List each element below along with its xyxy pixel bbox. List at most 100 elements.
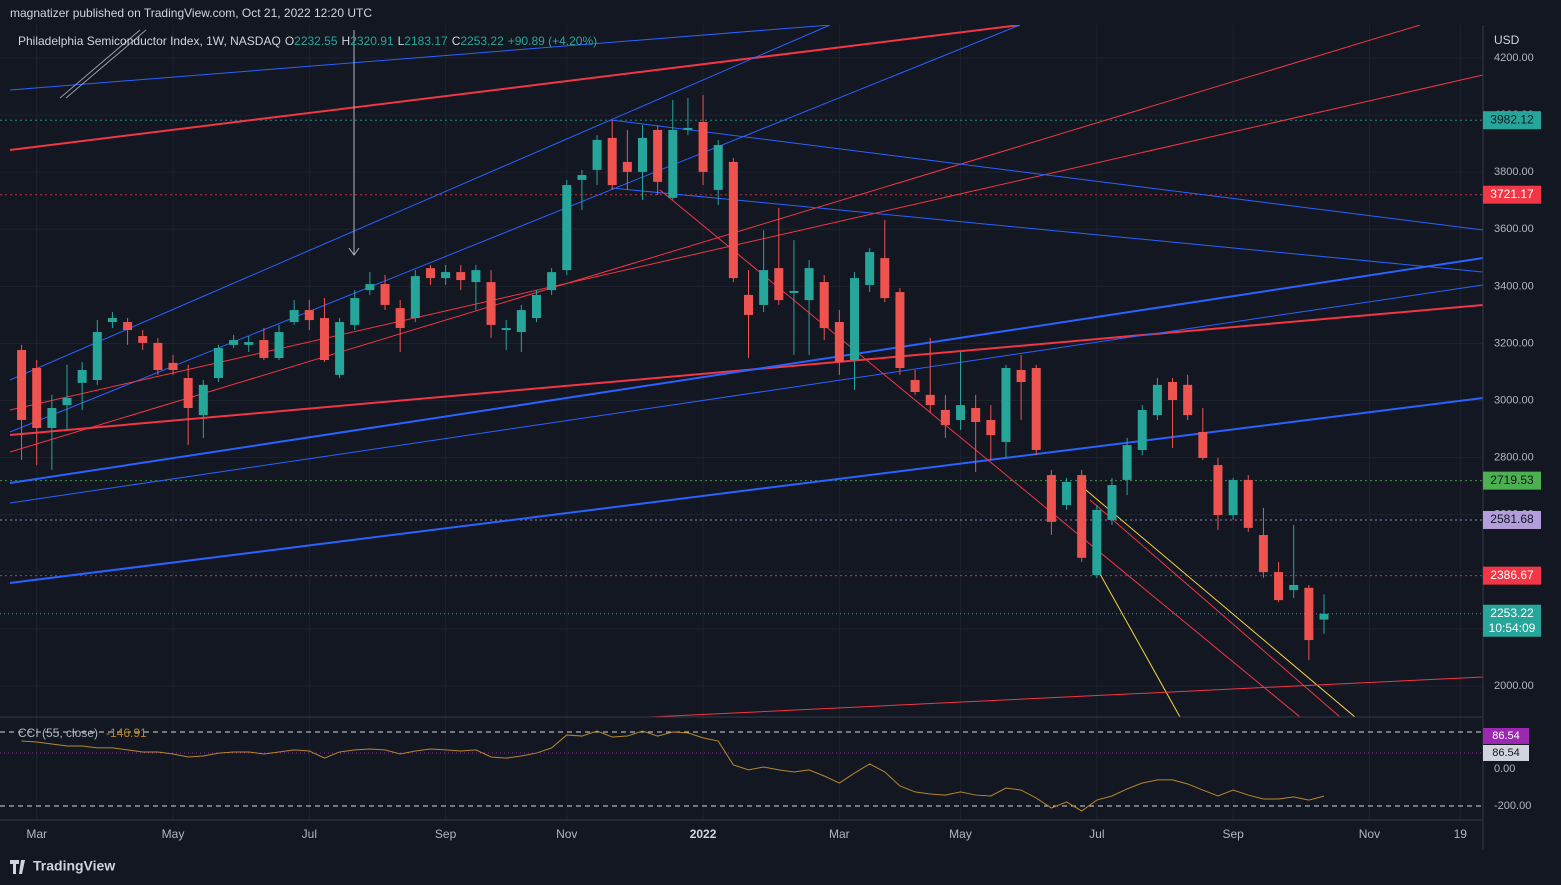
candle-body xyxy=(577,175,587,180)
candle-body xyxy=(956,405,966,420)
candle-body xyxy=(62,397,72,406)
x-tick-label: Mar xyxy=(26,827,47,841)
candle-body xyxy=(668,129,678,198)
indicator-level-label: 86.54 xyxy=(1492,747,1520,759)
candle-body xyxy=(925,394,935,406)
price-level-box xyxy=(1483,566,1541,585)
candle-body xyxy=(1062,481,1072,506)
drawings xyxy=(9,25,1483,717)
candle-body xyxy=(865,252,875,285)
x-tick-label: Mar xyxy=(829,827,850,841)
candle-body xyxy=(1137,409,1147,450)
logo xyxy=(10,860,25,874)
candle-body xyxy=(47,407,57,428)
candle-body xyxy=(653,129,663,182)
candle-body xyxy=(547,272,557,291)
candle-body xyxy=(1319,613,1329,620)
x-tick-label: Nov xyxy=(556,827,577,841)
candle-body xyxy=(441,272,451,279)
candle-body xyxy=(153,342,163,371)
x-tick-label: Jul xyxy=(302,827,317,841)
indicator-value: -146.91 xyxy=(106,726,147,740)
candle-body xyxy=(123,322,133,331)
price-level-label: 2386.67 xyxy=(1490,568,1534,582)
indicator-tick-label: -200.00 xyxy=(1494,800,1531,812)
countdown: 10:54:09 xyxy=(1489,621,1536,635)
candle-body xyxy=(850,278,860,361)
candle-body xyxy=(728,161,738,279)
x-tick-label: Sep xyxy=(1222,827,1244,841)
ohlc-item: C2253.22 xyxy=(452,34,504,48)
candle-body xyxy=(1183,384,1193,416)
candle-body xyxy=(410,276,420,319)
candle-body xyxy=(637,137,647,172)
candle-body xyxy=(107,318,117,323)
candle-body xyxy=(304,310,314,321)
price-level-box xyxy=(1483,471,1541,490)
candle-body xyxy=(1228,479,1238,516)
footer: TradingView xyxy=(33,858,115,874)
candle-body xyxy=(562,185,572,271)
ohlc-value: 2183.17 xyxy=(404,34,448,48)
candle-body xyxy=(365,284,375,291)
y-tick-label: 4200.00 xyxy=(1494,52,1534,64)
candle-body xyxy=(1107,485,1117,520)
indicator-level-box xyxy=(1483,744,1529,761)
ohlc-key: O xyxy=(284,34,295,48)
indicator-name: CCI (55, close) xyxy=(18,726,99,740)
legend: Philadelphia Semiconductor Index, 1W, NA… xyxy=(18,34,597,48)
ohlc-value: 2320.91 xyxy=(350,34,394,48)
y-tick-label: 2000.00 xyxy=(1494,680,1534,692)
candle-body xyxy=(895,292,905,369)
x-tick-label: Sep xyxy=(435,827,457,841)
price-level-box xyxy=(1483,510,1541,529)
candle-body xyxy=(1304,587,1314,641)
indicator-tick-label: 0.00 xyxy=(1494,763,1515,775)
candle-body xyxy=(1016,370,1026,383)
price-level-label: 2581.68 xyxy=(1490,512,1534,526)
candle-body xyxy=(1077,475,1087,558)
y-tick-label: 3400.00 xyxy=(1494,280,1534,292)
candle-body xyxy=(592,139,602,170)
candle-body xyxy=(1092,509,1102,575)
x-tick-label: 19 xyxy=(1454,827,1468,841)
candle-body xyxy=(213,348,223,379)
candle-body xyxy=(17,350,27,420)
header: magnatizer published on TradingView.com,… xyxy=(10,6,372,20)
candle-body xyxy=(456,272,466,281)
x-tick-label: Nov xyxy=(1359,827,1380,841)
candle-body xyxy=(501,328,511,331)
y-tick-label: 3000.00 xyxy=(1494,394,1534,406)
candle-body xyxy=(395,308,405,329)
change: +90.89 (+4.20%) xyxy=(507,34,598,48)
candle-body xyxy=(380,284,390,305)
ohlc-key: H xyxy=(341,34,351,48)
candle-body xyxy=(940,409,950,426)
ohlc-value: 2253.22 xyxy=(460,34,504,48)
ohlc-key: C xyxy=(451,34,461,48)
candle-body xyxy=(744,294,753,315)
y-tick-label: 3200.00 xyxy=(1494,337,1534,349)
price-level-box xyxy=(1483,111,1541,130)
candle-body xyxy=(1001,368,1011,442)
candle-body xyxy=(819,282,829,329)
indicator-legend: CCI (55, close) -146.91 xyxy=(18,726,147,740)
y-tick-label: 2800.00 xyxy=(1494,452,1534,464)
ohlc-value: 2232.55 xyxy=(294,34,338,48)
candle-body xyxy=(168,362,178,371)
candle-body xyxy=(425,268,435,279)
candle-body xyxy=(759,270,769,305)
candle-body xyxy=(77,370,87,383)
candle-body xyxy=(516,310,526,333)
candle-body xyxy=(289,310,299,323)
indicator-level-label: 86.54 xyxy=(1492,730,1520,742)
candle-body xyxy=(971,407,981,422)
candle-body xyxy=(910,380,920,392)
candle-body xyxy=(1122,445,1132,480)
last-price-label: 2253.22 xyxy=(1490,606,1534,620)
price-level-box xyxy=(1483,185,1541,204)
candle-body xyxy=(198,384,208,416)
indicator-line xyxy=(21,730,1325,812)
candle-body xyxy=(804,268,814,301)
